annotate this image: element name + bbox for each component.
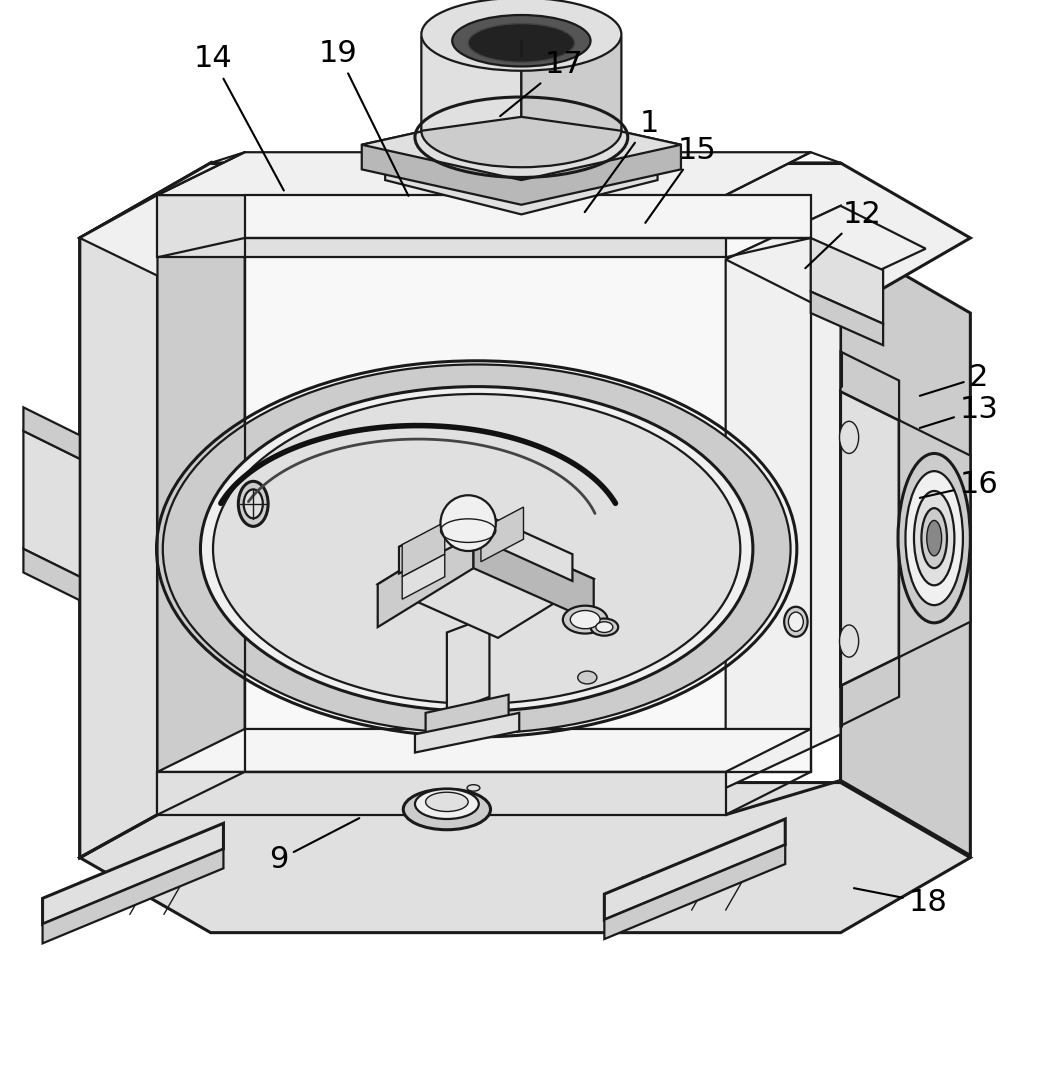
Polygon shape <box>604 845 785 939</box>
Text: 15: 15 <box>646 135 716 223</box>
Polygon shape <box>811 238 883 324</box>
Polygon shape <box>426 695 509 734</box>
Polygon shape <box>841 352 899 420</box>
Ellipse shape <box>468 24 575 62</box>
Ellipse shape <box>905 472 963 605</box>
Polygon shape <box>415 713 519 753</box>
Ellipse shape <box>898 453 970 623</box>
Polygon shape <box>362 109 681 205</box>
Text: 12: 12 <box>805 199 881 268</box>
Ellipse shape <box>403 789 491 830</box>
Ellipse shape <box>784 607 808 637</box>
Polygon shape <box>726 206 926 302</box>
Ellipse shape <box>788 612 803 631</box>
Polygon shape <box>43 849 223 943</box>
Polygon shape <box>157 772 726 815</box>
Polygon shape <box>447 616 489 713</box>
Ellipse shape <box>467 785 480 791</box>
Polygon shape <box>726 206 841 788</box>
Polygon shape <box>811 292 883 345</box>
Polygon shape <box>80 163 211 858</box>
Polygon shape <box>399 509 572 581</box>
Polygon shape <box>841 238 970 855</box>
Polygon shape <box>521 24 621 131</box>
Text: 9: 9 <box>269 818 360 875</box>
Polygon shape <box>157 729 811 772</box>
Polygon shape <box>378 525 473 627</box>
Polygon shape <box>385 116 658 184</box>
Ellipse shape <box>426 792 468 812</box>
Text: 17: 17 <box>500 49 583 116</box>
Polygon shape <box>378 525 594 638</box>
Text: 2: 2 <box>919 362 988 396</box>
Polygon shape <box>23 431 80 577</box>
Polygon shape <box>23 407 80 459</box>
Ellipse shape <box>914 491 954 585</box>
Polygon shape <box>841 657 899 726</box>
Ellipse shape <box>839 625 859 657</box>
Text: 13: 13 <box>919 394 998 428</box>
Ellipse shape <box>238 481 268 526</box>
Text: 18: 18 <box>854 888 947 918</box>
Polygon shape <box>385 116 658 214</box>
Ellipse shape <box>421 94 621 167</box>
Ellipse shape <box>578 671 597 684</box>
Text: 1: 1 <box>585 108 659 212</box>
Polygon shape <box>80 195 245 281</box>
Polygon shape <box>402 554 445 599</box>
Ellipse shape <box>921 508 947 568</box>
Ellipse shape <box>596 622 613 632</box>
Polygon shape <box>245 238 811 772</box>
Ellipse shape <box>452 15 591 66</box>
Ellipse shape <box>927 521 942 555</box>
Ellipse shape <box>415 789 479 819</box>
Polygon shape <box>43 823 223 924</box>
Ellipse shape <box>839 421 859 453</box>
Polygon shape <box>23 549 80 600</box>
Polygon shape <box>481 507 523 562</box>
Polygon shape <box>473 525 594 622</box>
Ellipse shape <box>570 611 600 628</box>
Ellipse shape <box>421 0 621 71</box>
Ellipse shape <box>591 619 618 636</box>
Polygon shape <box>402 522 445 577</box>
Ellipse shape <box>200 387 753 711</box>
Polygon shape <box>421 24 521 131</box>
Polygon shape <box>157 195 726 257</box>
Polygon shape <box>80 195 157 858</box>
Polygon shape <box>157 152 811 195</box>
Polygon shape <box>157 195 245 815</box>
Polygon shape <box>899 420 970 657</box>
Polygon shape <box>841 391 899 686</box>
Text: 16: 16 <box>920 470 998 500</box>
Ellipse shape <box>213 394 741 703</box>
Text: 19: 19 <box>319 39 409 196</box>
Ellipse shape <box>244 489 263 518</box>
Polygon shape <box>245 195 811 238</box>
Ellipse shape <box>563 606 608 634</box>
Text: 14: 14 <box>194 44 284 191</box>
Polygon shape <box>80 783 970 933</box>
Polygon shape <box>604 819 785 920</box>
Polygon shape <box>362 109 681 180</box>
Ellipse shape <box>163 364 791 733</box>
Polygon shape <box>80 163 970 313</box>
Circle shape <box>440 495 496 551</box>
